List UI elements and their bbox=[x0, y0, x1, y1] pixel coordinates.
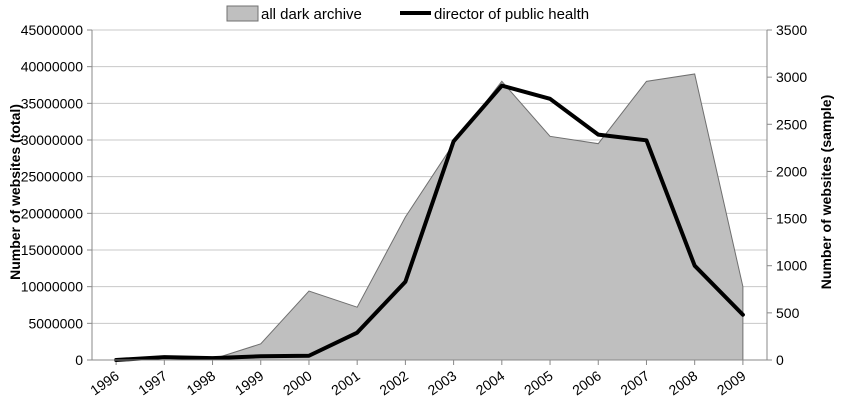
right-tick-label: 3500 bbox=[776, 22, 807, 38]
line-point bbox=[453, 140, 455, 142]
left-tick-label: 10000000 bbox=[21, 279, 84, 295]
line-point bbox=[356, 332, 358, 334]
line-point bbox=[212, 357, 214, 359]
x-tick-label: 2004 bbox=[473, 367, 508, 398]
x-tick-label: 1996 bbox=[87, 367, 122, 398]
x-tick-label: 2000 bbox=[280, 367, 315, 398]
right-tick-label: 500 bbox=[776, 305, 800, 321]
line-point bbox=[597, 134, 599, 136]
line-point bbox=[163, 356, 165, 358]
x-tick-label: 2008 bbox=[666, 367, 701, 398]
line-point bbox=[308, 355, 310, 357]
legend-label-director-of-public-health: director of public health bbox=[434, 6, 589, 23]
left-tick-label: 40000000 bbox=[21, 59, 84, 75]
left-tick-label: 15000000 bbox=[21, 242, 84, 258]
x-tick-label: 2005 bbox=[521, 367, 556, 398]
right-axis-title: Number of websites (sample) bbox=[818, 95, 834, 290]
x-tick-label: 1999 bbox=[232, 367, 267, 398]
right-tick-label: 3000 bbox=[776, 69, 807, 85]
x-tick-label: 2007 bbox=[617, 367, 652, 398]
x-tick-label: 2009 bbox=[714, 367, 749, 398]
right-tick-label: 1000 bbox=[776, 258, 807, 274]
line-point bbox=[501, 85, 503, 87]
left-tick-label: 5000000 bbox=[28, 315, 83, 331]
left-tick-label: 20000000 bbox=[21, 205, 84, 221]
x-tick-label: 2003 bbox=[425, 367, 460, 398]
x-tick-label: 1998 bbox=[184, 367, 219, 398]
line-point bbox=[742, 314, 744, 316]
x-tick-label: 2002 bbox=[376, 367, 411, 398]
right-tick-label: 2000 bbox=[776, 163, 807, 179]
series-layer bbox=[114, 73, 745, 362]
legend-label-all-dark-archive: all dark archive bbox=[261, 6, 362, 23]
left-axis-title: Number of websites (total) bbox=[7, 104, 23, 280]
left-tick-label: 25000000 bbox=[21, 169, 84, 185]
line-point bbox=[404, 281, 406, 283]
line-point bbox=[260, 355, 262, 357]
left-tick-label: 30000000 bbox=[21, 132, 84, 148]
line-point bbox=[694, 265, 696, 267]
legend-swatch-all-dark-archive bbox=[226, 5, 259, 22]
x-tick-label: 2006 bbox=[569, 367, 604, 398]
right-tick-label: 1500 bbox=[776, 211, 807, 227]
x-tick-label: 2001 bbox=[328, 367, 363, 398]
right-tick-label: 0 bbox=[776, 352, 784, 368]
left-tick-label: 45000000 bbox=[21, 22, 84, 38]
x-tick-label: 1997 bbox=[135, 367, 170, 398]
left-tick-label: 35000000 bbox=[21, 95, 84, 111]
right-tick-label: 2500 bbox=[776, 116, 807, 132]
line-point bbox=[549, 98, 551, 100]
series-line-director-of-public-health bbox=[114, 83, 745, 362]
legend: all dark archive director of public heal… bbox=[226, 5, 589, 23]
line-point bbox=[645, 139, 647, 141]
axes bbox=[91, 30, 768, 361]
left-tick-label: 0 bbox=[75, 352, 83, 368]
